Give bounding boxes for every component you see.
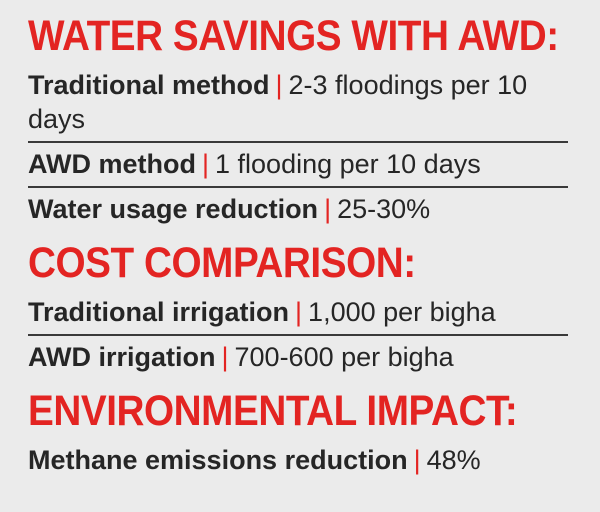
- section-water-savings: WATER SAVINGS WITH AWD: Traditional meth…: [28, 10, 568, 231]
- fact-row: Methane emissions reduction | 48%: [28, 439, 568, 482]
- separator: |: [413, 445, 421, 475]
- fact-value: 1,000 per bigha: [308, 297, 496, 327]
- section-cost-comparison: COST COMPARISON: Traditional irrigation |…: [28, 237, 568, 379]
- separator: |: [202, 149, 210, 179]
- section-environmental-impact: ENVIRONMENTAL IMPACT: Methane emissions …: [28, 385, 568, 482]
- fact-row: Traditional method | 2-3 floodings per 10 …: [28, 64, 568, 143]
- fact-value: 2-3 floodings per 10 days: [28, 70, 528, 134]
- fact-row: Traditional irrigation | 1,000 per bigha: [28, 291, 568, 336]
- section-heading: COST COMPARISON:: [28, 239, 416, 287]
- section-heading: WATER SAVINGS WITH AWD:: [28, 12, 559, 60]
- fact-label: Traditional method: [28, 70, 270, 100]
- fact-value: 1 flooding per 10 days: [215, 149, 481, 179]
- fact-label: Traditional irrigation: [28, 297, 290, 327]
- separator: |: [275, 70, 283, 100]
- separator: |: [221, 342, 229, 372]
- fact-value: 48%: [426, 445, 481, 475]
- fact-row: AWD irrigation | 700-600 per bigha: [28, 336, 568, 379]
- fact-label: Water usage reduction: [28, 194, 319, 224]
- fact-label: AWD method: [28, 149, 196, 179]
- fact-value: 25-30%: [337, 194, 431, 224]
- separator: |: [295, 297, 303, 327]
- fact-label: Methane emissions reduction: [28, 445, 408, 475]
- separator: |: [324, 194, 332, 224]
- fact-label: AWD irrigation: [28, 342, 216, 372]
- fact-row: AWD method | 1 flooding per 10 days: [28, 143, 568, 188]
- section-heading: ENVIRONMENTAL IMPACT:: [28, 387, 518, 435]
- fact-value: 700-600 per bigha: [234, 342, 454, 372]
- fact-row: Water usage reduction | 25-30%: [28, 188, 568, 231]
